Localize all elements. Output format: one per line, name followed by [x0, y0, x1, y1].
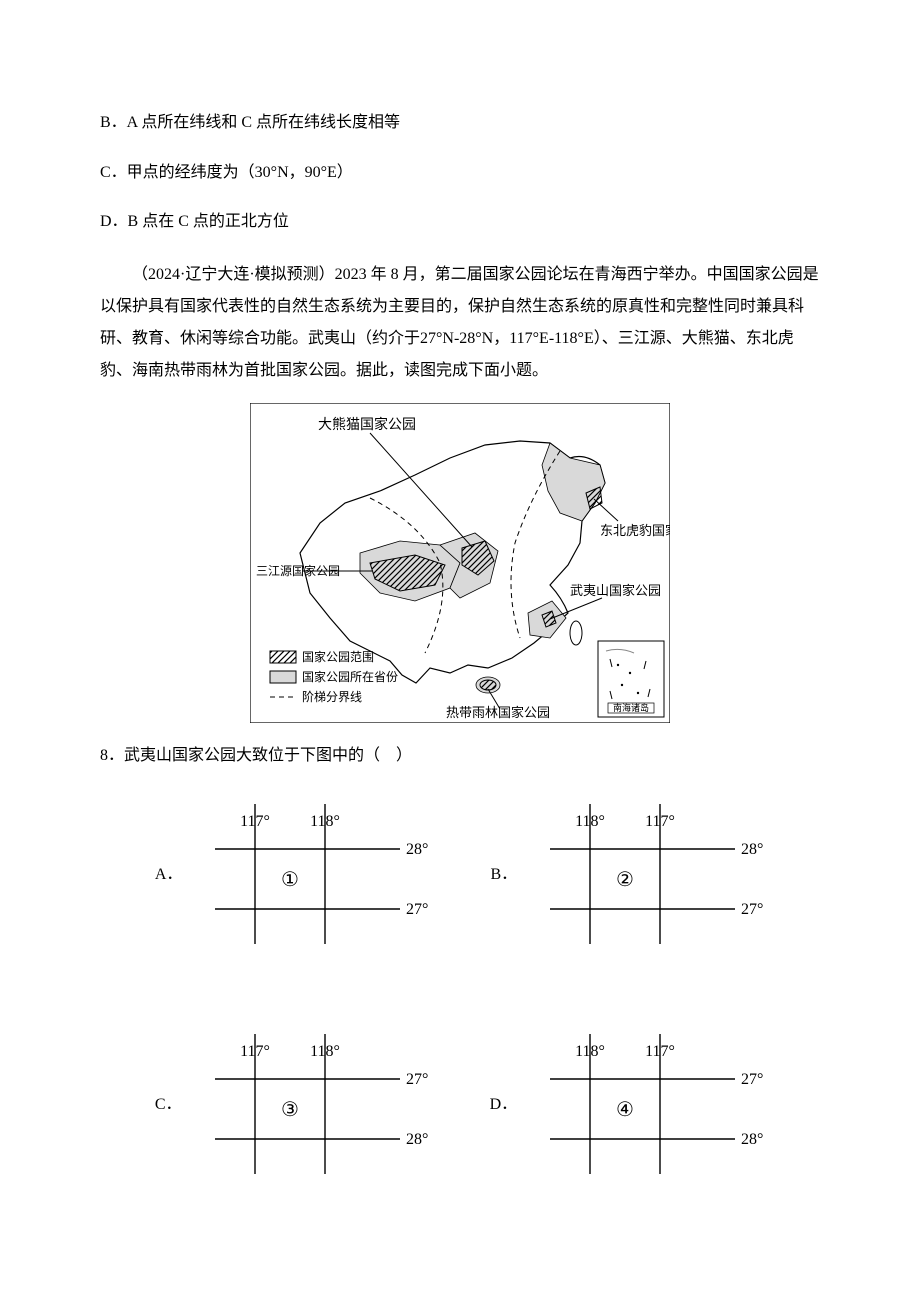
choice-a-letter: A．	[155, 862, 183, 888]
b-center: ②	[616, 869, 634, 891]
choice-d: D． 118° 117° 27° 28° ④	[490, 1024, 766, 1184]
choice-c: C． 117° 118° 27° 28° ③	[155, 1024, 430, 1184]
choice-a: A． 117° 118° 28° 27° ①	[155, 794, 431, 954]
b-bot-lat: 27°	[741, 901, 763, 918]
c-right-lon: 118°	[310, 1043, 340, 1060]
choice-b-svg: 118° 117° 28° 27° ②	[535, 794, 765, 954]
choice-row-1: A． 117° 118° 28° 27° ① B．	[155, 794, 765, 954]
label-rainforest: 热带雨林国家公园	[446, 705, 550, 720]
a-top-lat: 28°	[406, 841, 428, 858]
d-top-lat: 27°	[741, 1071, 763, 1088]
label-tiger: 东北虎豹国家公园	[600, 523, 670, 538]
passage-text: （2024·辽宁大连·模拟预测）2023 年 8 月，第二届国家公园论坛在青海西…	[100, 259, 820, 387]
d-left-lon: 118°	[575, 1043, 605, 1060]
label-wuyi: 武夷山国家公园	[570, 583, 661, 598]
taiwan	[570, 621, 582, 645]
b-left-lon: 118°	[575, 813, 605, 830]
c-bot-lat: 28°	[406, 1131, 428, 1148]
china-map-figure: 大熊猫国家公园 三江源国家公园 东北虎豹国家公园 武夷山国家公园 热带雨林国家公…	[100, 403, 820, 723]
choice-d-letter: D．	[490, 1092, 518, 1118]
choice-c-letter: C．	[155, 1092, 182, 1118]
d-center: ④	[616, 1099, 634, 1121]
legend-province: 国家公园所在省份	[302, 669, 398, 684]
a-bot-lat: 27°	[406, 901, 428, 918]
option-c: C．甲点的经纬度为（30°N，90°E）	[100, 160, 820, 186]
choice-b-letter: B．	[490, 862, 517, 888]
legend-range: 国家公园范围	[302, 649, 374, 664]
label-sanjiangyuan: 三江源国家公园	[256, 563, 340, 578]
choice-c-svg: 117° 118° 27° 28° ③	[200, 1024, 430, 1184]
choice-row-2: C． 117° 118° 27° 28° ③ D．	[155, 1024, 765, 1184]
b-right-lon: 117°	[645, 813, 675, 830]
china-map-svg: 大熊猫国家公园 三江源国家公园 东北虎豹国家公园 武夷山国家公园 热带雨林国家公…	[250, 403, 670, 723]
c-center: ③	[281, 1099, 299, 1121]
a-right-lon: 118°	[311, 813, 341, 830]
q8-choices: A． 117° 118° 28° 27° ① B．	[100, 794, 820, 1184]
c-left-lon: 117°	[240, 1043, 270, 1060]
a-left-lon: 117°	[241, 813, 271, 830]
c-top-lat: 27°	[406, 1071, 428, 1088]
page: B．A 点所在纬线和 C 点所在纬线长度相等 C．甲点的经纬度为（30°N，90…	[0, 0, 920, 1244]
option-d: D．B 点在 C 点的正北方位	[100, 209, 820, 235]
option-b: B．A 点所在纬线和 C 点所在纬线长度相等	[100, 110, 820, 136]
park-rainforest	[480, 680, 496, 690]
a-center: ①	[281, 869, 299, 891]
choice-b: B． 118° 117° 28° 27° ②	[490, 794, 765, 954]
d-right-lon: 117°	[645, 1043, 675, 1060]
q8-stem: 8．武夷山国家公园大致位于下图中的（ ）	[100, 743, 820, 769]
legend-boundary: 阶梯分界线	[302, 690, 362, 704]
label-south-sea: 南海诸岛	[613, 702, 649, 713]
d-bot-lat: 28°	[741, 1131, 763, 1148]
choice-d-svg: 118° 117° 27° 28° ④	[535, 1024, 765, 1184]
choice-a-svg: 117° 118° 28° 27° ①	[200, 794, 430, 954]
b-top-lat: 28°	[741, 841, 763, 858]
label-panda: 大熊猫国家公园	[318, 416, 416, 433]
